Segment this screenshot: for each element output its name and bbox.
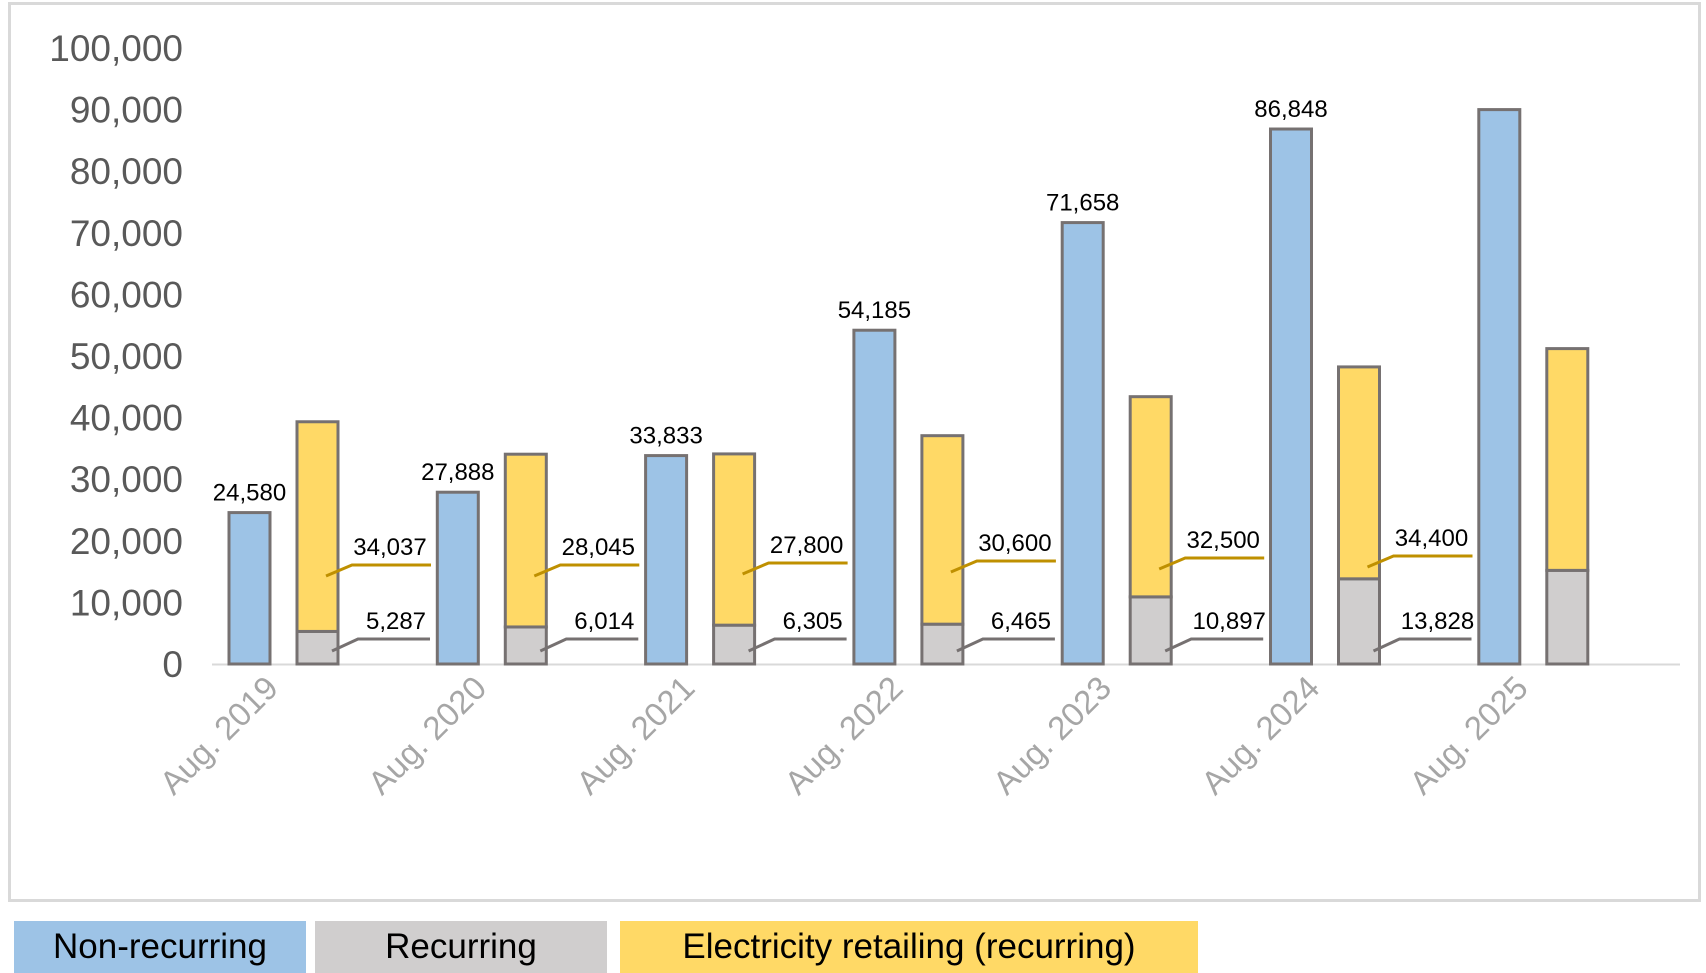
y-tick-label: 100,000 [49,28,183,69]
data-label-recurring: 6,014 [574,608,634,635]
data-label-non-recurring: 86,848 [1254,96,1327,123]
data-label-non-recurring: 54,185 [838,297,911,324]
data-label-electricity: 27,800 [770,532,843,559]
data-label-electricity: 32,500 [1186,527,1259,554]
bar-electricity-retailing [920,434,965,626]
data-label-electricity: 30,600 [978,530,1051,557]
data-label-non-recurring: 24,580 [213,480,286,507]
x-tick-label: Aug. 2024 [1194,669,1327,802]
x-tick-label: Aug. 2023 [986,669,1119,802]
bar-electricity-retailing [712,452,757,627]
y-tick-label: 90,000 [70,90,183,131]
bar-electricity-retailing [1128,395,1173,599]
legend-label-non-recurring: Non-recurring [53,927,267,966]
bar-non-recurring [1477,108,1522,666]
data-label-electricity: 34,037 [353,534,426,561]
data-label-non-recurring: 71,658 [1046,190,1119,217]
leader-line-recurring [747,637,847,653]
y-tick-label: 40,000 [70,398,183,439]
y-tick-label: 70,000 [70,213,183,254]
y-tick-label: 10,000 [70,582,183,623]
data-label-non-recurring: 27,888 [421,459,494,486]
leader-line-recurring [956,637,1055,653]
leader-line-recurring [539,637,639,653]
bar-non-recurring [227,511,272,666]
bar-electricity-retailing [1337,365,1381,581]
bar-non-recurring [852,328,897,666]
bar-chart: 0 10,000 20,000 30,000 40,000 50,000 60,000 70,… [49,28,1680,802]
leader-line-electricity [1158,556,1265,571]
leader-line-recurring [331,637,430,653]
bar-recurring [1545,568,1590,666]
legend-electricity-retailing: Electricity retailing (recurring) [620,921,1198,973]
data-label-recurring: 6,465 [991,608,1051,635]
legend-non-recurring: Non-recurring [14,921,306,973]
leader-line-recurring [1164,637,1264,653]
x-tick-label: Aug. 2021 [569,669,702,802]
x-tick-label: Aug. 2020 [361,669,494,802]
bar-non-recurring [1269,127,1313,666]
bar-recurring [920,622,965,666]
y-tick-label: 80,000 [70,151,183,192]
x-tick-label: Aug. 2025 [1402,669,1535,802]
y-tick-label: 30,000 [70,459,183,500]
legend-label-electricity: Electricity retailing (recurring) [682,927,1136,966]
leader-line-electricity [1366,554,1473,569]
bar-recurring [712,623,757,666]
y-tick-label: 60,000 [70,274,183,315]
bar-electricity-retailing [1545,347,1590,572]
data-label-recurring: 6,305 [783,608,843,635]
data-label-recurring: 5,287 [366,608,426,635]
legend-label-recurring: Recurring [385,927,537,966]
data-label-non-recurring: 33,833 [629,423,702,450]
legend-recurring: Recurring [315,921,607,973]
leader-line-electricity [742,561,848,576]
data-label-electricity: 28,045 [562,534,635,561]
bar-electricity-retailing [503,452,548,629]
bar-recurring [1337,577,1381,666]
bar-recurring [1128,595,1173,666]
data-label-recurring: 10,897 [1192,608,1265,635]
bar-non-recurring [644,454,689,666]
data-label-recurring: 13,828 [1401,608,1474,635]
bar-recurring [503,625,548,666]
y-tick-label: 20,000 [70,521,183,562]
bar-non-recurring [435,490,480,666]
data-label-electricity: 34,400 [1395,525,1468,552]
y-tick-label: 50,000 [70,336,183,377]
leader-line-electricity [950,559,1056,574]
bar-electricity-retailing [295,420,340,633]
leader-line-recurring [1372,637,1472,653]
x-tick-label: Aug. 2019 [152,669,285,802]
chart-frame [8,2,1701,902]
x-tick-label: Aug. 2022 [777,669,910,802]
y-tick-label: 0 [162,644,183,685]
bar-non-recurring [1060,221,1105,666]
bar-recurring [295,629,340,666]
leader-line-electricity [533,563,640,578]
leader-line-electricity [325,563,431,578]
